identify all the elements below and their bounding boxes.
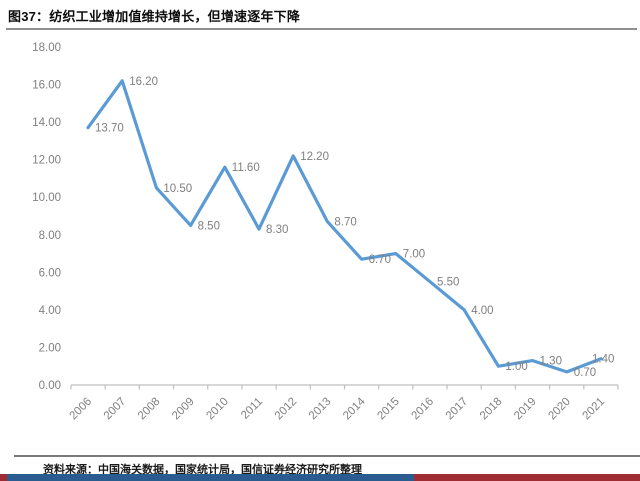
y-axis-tick-label: 16.00 xyxy=(32,80,61,92)
x-axis-tick-label: 2018 xyxy=(478,396,505,423)
data-series-line xyxy=(86,79,603,374)
x-axis-tick-label: 2009 xyxy=(170,396,197,423)
x-axis-tick-label: 2012 xyxy=(273,396,300,423)
data-point-label: 10.50 xyxy=(163,183,192,195)
footer-blue-bar xyxy=(7,474,414,481)
footer-divider xyxy=(14,455,640,457)
x-axis-tick-label: 2019 xyxy=(512,396,539,423)
x-axis-tick-label: 2017 xyxy=(444,396,471,423)
y-axis-tick-label: 18.00 xyxy=(32,42,61,54)
y-axis-tick-label: 14.00 xyxy=(32,117,61,129)
data-point-label: 5.50 xyxy=(437,277,459,289)
x-axis-tick-label: 2010 xyxy=(204,396,231,423)
x-axis-tick-label: 2007 xyxy=(102,396,129,423)
x-axis-tick-label: 2011 xyxy=(239,396,265,422)
footer-accent-left-red-bar xyxy=(0,474,7,481)
source-note: 资料来源：中国海关数据，国家统计局，国信证券经济研究所整理 xyxy=(43,464,362,476)
x-axis-tick-label: 2015 xyxy=(375,396,402,423)
title-divider xyxy=(6,28,637,30)
data-point-label: 4.00 xyxy=(471,305,493,317)
y-axis-tick-label: 6.00 xyxy=(39,267,61,279)
data-point-label: 12.20 xyxy=(300,151,329,163)
y-axis-tick-label: 8.00 xyxy=(39,230,61,242)
y-axis-tick-label: 10.00 xyxy=(32,192,61,204)
data-point-label: 1.00 xyxy=(505,361,527,373)
x-axis-tick-label: 2014 xyxy=(341,395,368,422)
data-point-label: 0.70 xyxy=(574,367,596,379)
data-point-label: 1.30 xyxy=(540,356,562,368)
footer-red-bar xyxy=(414,474,640,481)
data-point-label: 16.20 xyxy=(129,76,158,88)
data-point-label: 8.50 xyxy=(198,220,220,232)
x-axis-tick-label: 2020 xyxy=(546,396,573,423)
x-axis-tick-label: 2006 xyxy=(68,396,95,423)
data-point-label: 11.60 xyxy=(232,162,260,174)
x-axis-tick-label: 2016 xyxy=(410,396,437,423)
figure-title: 图37：纺织工业增加值维持增长，但增速逐年下降 xyxy=(8,9,301,24)
data-point-label: 1.40 xyxy=(592,354,614,366)
data-point-label: 8.70 xyxy=(334,217,356,229)
y-axis-tick-label: 4.00 xyxy=(39,305,61,317)
y-axis-tick-label: 2.00 xyxy=(39,342,61,354)
x-axis-tick-label: 2008 xyxy=(136,396,163,423)
data-point-label: 13.70 xyxy=(95,123,124,135)
data-point-label: 7.00 xyxy=(403,249,425,261)
y-axis-tick-label: 12.00 xyxy=(32,155,61,167)
y-axis-tick-label: 0.00 xyxy=(39,380,61,392)
x-axis-tick-label: 2013 xyxy=(307,396,334,423)
data-point-label: 8.30 xyxy=(266,224,288,236)
x-axis-tick-label: 2021 xyxy=(581,396,608,423)
data-point-label: 6.70 xyxy=(369,254,391,266)
